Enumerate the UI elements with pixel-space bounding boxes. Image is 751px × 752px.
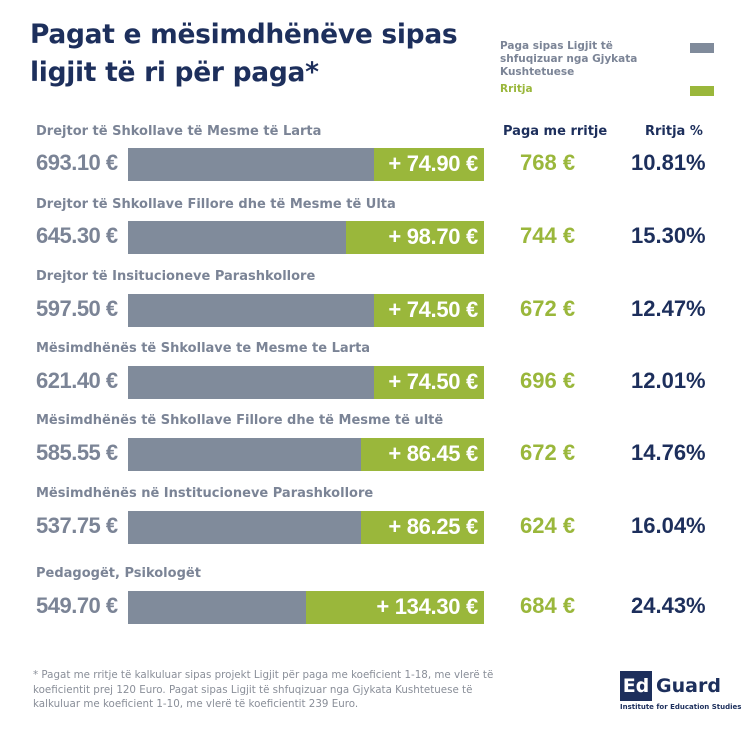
- base-salary-label: 549.70 €: [36, 593, 118, 618]
- row-category-label: Drejtor të Shkollave Fillore dhe të Mesm…: [36, 197, 396, 212]
- footnote: * Pagat me rritje të kalkuluar sipas pro…: [33, 669, 494, 710]
- logo-subtitle: Institute for Education Studies: [620, 703, 742, 711]
- base-salary-label: 597.50 €: [36, 296, 118, 321]
- legend-item-base: Paga sipas Ligjit të shfuqizuar nga Gjyk…: [500, 40, 730, 79]
- increase-label: + 74.50 €: [388, 297, 478, 322]
- increase-label: + 74.50 €: [388, 369, 478, 394]
- pct-increase-label: 10.81%: [631, 150, 706, 175]
- total-salary-label: 624 €: [520, 513, 576, 538]
- column-header-total: Paga me rritje: [503, 124, 608, 139]
- bar-base-segment: + 134.30 €: [128, 591, 484, 624]
- bar-increase-segment: + 134.30 €: [306, 591, 484, 624]
- total-salary-label: 672 €: [520, 296, 576, 321]
- base-salary-label: 621.40 €: [36, 368, 118, 393]
- bar-base-segment: + 86.45 €: [128, 438, 484, 471]
- bar-increase-segment: + 86.45 €: [361, 438, 484, 471]
- legend-swatch-base: [690, 43, 714, 53]
- pct-increase-label: 12.01%: [631, 368, 706, 393]
- bar-base-segment: + 86.25 €: [128, 511, 484, 544]
- bar-base-segment: + 74.50 €: [128, 294, 484, 327]
- legend-label-increase: Rritja: [500, 83, 533, 95]
- base-salary-label: 537.75 €: [36, 513, 118, 538]
- legend-item-increase: Rritja: [500, 83, 730, 96]
- row-category-label: Mësimdhënës të Shkollave Fillore dhe të …: [36, 413, 444, 428]
- bar-increase-segment: + 86.25 €: [361, 511, 484, 544]
- base-salary-label: 585.55 €: [36, 440, 118, 465]
- increase-label: + 74.90 €: [388, 151, 478, 176]
- total-salary-label: 672 €: [520, 440, 576, 465]
- total-salary-label: 696 €: [520, 368, 576, 393]
- logo-word: Guard: [656, 675, 721, 697]
- chart-title-line-1: Pagat e mësimdhënëve sipas: [30, 19, 458, 50]
- bar-increase-segment: + 74.90 €: [374, 148, 484, 181]
- legend-label-base: Paga sipas Ligjit të shfuqizuar nga Gjyk…: [500, 40, 638, 78]
- pct-increase-label: 24.43%: [631, 593, 706, 618]
- bar-base-segment: + 98.70 €: [128, 221, 484, 254]
- column-header-pct: Rritja %: [645, 124, 703, 139]
- row-category-label: Drejtor të Shkollave të Mesme të Larta: [36, 124, 322, 139]
- pct-increase-label: 15.30%: [631, 223, 706, 248]
- row-category-label: Mësimdhënës në Institucioneve Parashkoll…: [36, 486, 374, 501]
- bar-base-segment: + 74.90 €: [128, 148, 484, 181]
- chart-title-line-2: ligjit të ri për paga*: [30, 57, 319, 88]
- bar-increase-segment: + 74.50 €: [374, 366, 484, 399]
- bar-base-segment: + 74.50 €: [128, 366, 484, 399]
- pct-increase-label: 14.76%: [631, 440, 706, 465]
- logo-box: Ed: [620, 671, 652, 701]
- row-category-label: Pedagogët, Psikologët: [36, 566, 201, 581]
- pct-increase-label: 16.04%: [631, 513, 706, 538]
- pct-increase-label: 12.47%: [631, 296, 706, 321]
- row-category-label: Drejtor të Insitucioneve Parashkollore: [36, 269, 316, 284]
- bar-increase-segment: + 74.50 €: [374, 294, 484, 327]
- base-salary-label: 693.10 €: [36, 150, 118, 175]
- increase-label: + 98.70 €: [388, 224, 478, 249]
- increase-label: + 86.45 €: [388, 441, 478, 466]
- total-salary-label: 684 €: [520, 593, 576, 618]
- increase-label: + 86.25 €: [388, 514, 478, 539]
- row-category-label: Mësimdhënës të Shkollave te Mesme te Lar…: [36, 341, 371, 356]
- legend: Paga sipas Ligjit të shfuqizuar nga Gjyk…: [500, 40, 730, 96]
- edguard-logo: Ed Guard Institute for Education Studies: [620, 671, 741, 715]
- legend-swatch-increase: [690, 86, 714, 96]
- chart-title: Pagat e mësimdhënëve sipas ligjit të ri …: [30, 16, 490, 92]
- increase-label: + 134.30 €: [376, 594, 478, 619]
- bar-increase-segment: + 98.70 €: [346, 221, 484, 254]
- total-salary-label: 744 €: [520, 223, 576, 248]
- base-salary-label: 645.30 €: [36, 223, 118, 248]
- total-salary-label: 768 €: [520, 150, 576, 175]
